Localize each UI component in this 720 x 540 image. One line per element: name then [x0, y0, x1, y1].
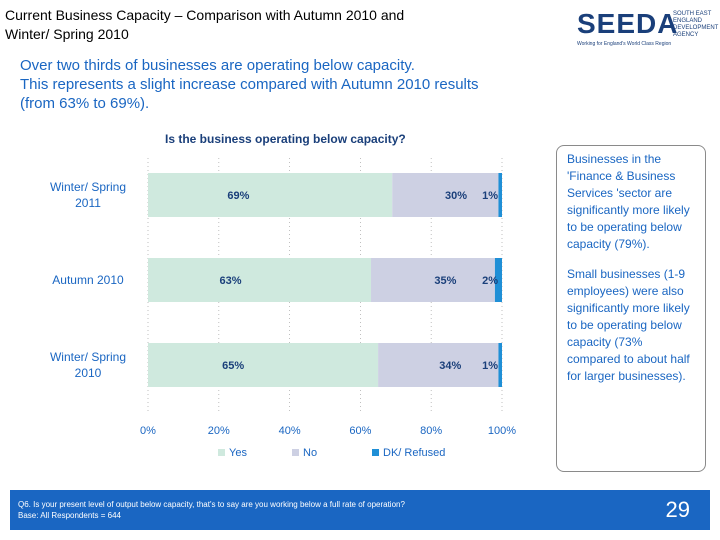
category-label: Autumn 2010: [52, 273, 124, 287]
bar-segment: [392, 173, 499, 217]
intro-text: Over two thirds of businesses are operat…: [20, 56, 590, 113]
callout-box: Businesses in the 'Finance & Business Se…: [556, 145, 706, 472]
intro-line1: Over two thirds of businesses are operat…: [20, 57, 415, 74]
bar-segment: [498, 343, 502, 387]
chart-title: Is the business operating below capacity…: [165, 132, 406, 146]
bar-segment: [378, 343, 499, 387]
data-label: 30%: [445, 190, 467, 202]
stacked-bar-chart: 0% 20% 40% 60% 80% 100% Winter/ Spring 2011 Autu…: [50, 158, 516, 459]
data-label: 65%: [222, 360, 244, 372]
data-label: 1%: [482, 360, 498, 372]
data-label: 1%: [482, 190, 498, 202]
legend-swatch: [372, 449, 379, 456]
slide-title: Current Business Capacity – Comparison w…: [5, 6, 475, 44]
category-label: 2011: [75, 196, 101, 210]
logo-tagline: Working for England's World Class Region: [577, 41, 672, 47]
data-label: 35%: [434, 275, 456, 287]
data-label: 69%: [227, 190, 249, 202]
data-label: 2%: [482, 275, 498, 287]
x-tick-label: 60%: [349, 425, 371, 437]
x-tick-label: 20%: [208, 425, 230, 437]
logo-wordmark: SEEDA: [577, 8, 679, 39]
footer-bar: Q6. Is your present level of output belo…: [10, 490, 710, 530]
callout-paragraph-finance: Businesses in the 'Finance & Business Se…: [567, 152, 690, 251]
bar-segment: [148, 258, 372, 302]
seeda-logo: SEEDA SOUTH EAST ENGLAND DEVELOPMENT AGE…: [577, 8, 718, 48]
footer-note: Q6. Is your present level of output belo…: [18, 499, 405, 521]
logo-side-line3: DEVELOPMENT: [673, 25, 719, 31]
bar-segment: [371, 258, 495, 302]
legend-label: DK/ Refused: [383, 447, 445, 459]
x-tick-label: 0%: [140, 425, 156, 437]
logo-side-line1: SOUTH EAST: [673, 11, 712, 17]
slide-title-line2: Winter/ Spring 2010: [5, 26, 129, 42]
bar-segment: [494, 258, 502, 302]
callout-paragraph-small-business: Small businesses (1-9 employees) were al…: [567, 267, 690, 383]
slide-title-line1: Current Business Capacity – Comparison w…: [5, 7, 405, 23]
legend-label: Yes: [229, 447, 247, 459]
footer-base: Base: All Respondents = 644: [18, 511, 121, 520]
footer-question: Q6. Is your present level of output belo…: [18, 500, 405, 509]
logo-side-line2: ENGLAND: [673, 18, 703, 24]
data-label: 34%: [439, 360, 461, 372]
intro-line3: (from 63% to 69%).: [20, 95, 150, 112]
data-label: 63%: [220, 275, 242, 287]
bar-segment: [148, 173, 393, 217]
category-label: 2010: [75, 366, 102, 380]
x-tick-label: 40%: [279, 425, 301, 437]
page-number: 29: [665, 497, 690, 522]
x-tick-label: 100%: [488, 425, 516, 437]
category-label: Winter/ Spring: [50, 350, 126, 364]
legend-swatch: [292, 449, 299, 456]
logo-side-line4: AGENCY: [673, 32, 699, 38]
legend-swatch: [218, 449, 225, 456]
logo-agency-name: SOUTH EAST ENGLAND DEVELOPMENT AGENCY: [673, 11, 718, 39]
legend-label: No: [303, 447, 317, 459]
bar-segment: [498, 173, 502, 217]
intro-line2: This represents a slight increase compar…: [20, 76, 479, 93]
category-label: Winter/ Spring: [50, 180, 126, 194]
bar-segment: [148, 343, 379, 387]
x-tick-label: 80%: [420, 425, 442, 437]
